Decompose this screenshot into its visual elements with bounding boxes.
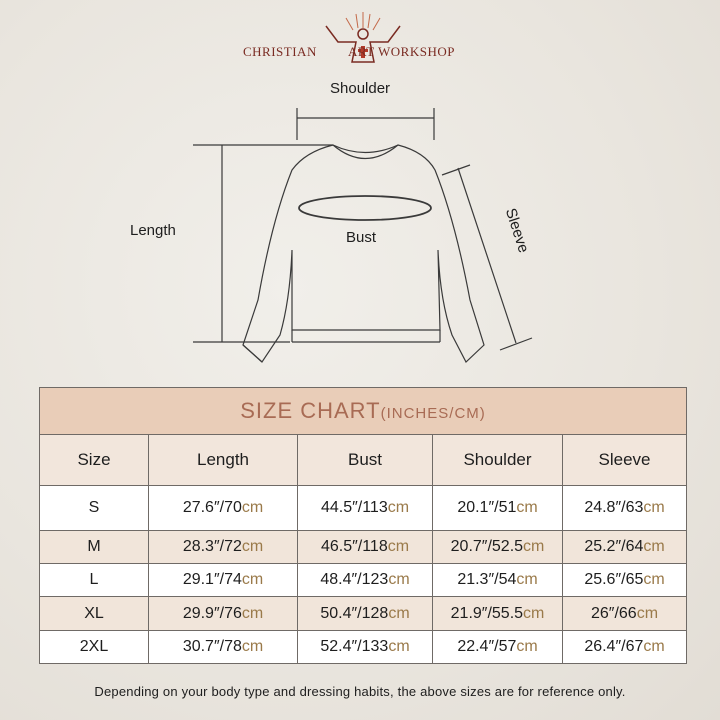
size-cell: L: [39, 563, 149, 597]
size-chart-title: SIZE CHART(INCHES/CM): [39, 387, 687, 435]
measurement-cell: 44.5″/113cm: [297, 485, 433, 531]
measurement-cell: 50.4″/128cm: [297, 596, 433, 631]
shoulder-label: Shoulder: [330, 80, 391, 97]
measurement-cell: 21.9″/55.5cm: [432, 596, 563, 631]
measurement-cell: 29.9″/76cm: [148, 596, 298, 631]
measurement-cell: 20.7″/52.5cm: [432, 530, 563, 564]
table-header-row: Size Length Bust Shoulder Sleeve: [39, 434, 687, 486]
table-row: L 29.1″/74cm 48.4″/123cm 21.3″/54cm 25.6″/65…: [39, 563, 687, 597]
sweater-outline: [242, 144, 485, 363]
measurement-cell: 28.3″/72cm: [148, 530, 298, 564]
table-row: XL 29.9″/76cm 50.4″/128cm 21.9″/55.5cm 26″/6…: [39, 596, 687, 631]
bust-measure-line: [298, 195, 432, 221]
sleeve-measure-line: [457, 167, 517, 344]
measurement-cell: 21.3″/54cm: [432, 563, 563, 597]
brand-right: ART WORKSHOP: [348, 44, 455, 59]
measurement-cell: 25.6″/65cm: [562, 563, 687, 597]
measurement-cell: 26″/66cm: [562, 596, 687, 631]
size-cell: S: [39, 485, 149, 531]
header-size: Size: [39, 434, 149, 486]
measurement-cell: 27.6″/70cm: [148, 485, 298, 531]
table-row: M 28.3″/72cm 46.5″/118cm 20.7″/52.5cm 25.2″/…: [39, 530, 687, 564]
measurement-cell: 24.8″/63cm: [562, 485, 687, 531]
sweater-diagram: [193, 108, 533, 363]
header-length: Length: [148, 434, 298, 486]
header-bust: Bust: [297, 434, 433, 486]
measurement-cell: 29.1″/74cm: [148, 563, 298, 597]
length-label: Length: [130, 222, 176, 239]
header-sleeve: Sleeve: [562, 434, 687, 486]
measurement-cell: 25.2″/64cm: [562, 530, 687, 564]
measurement-cell: 26.4″/67cm: [562, 630, 687, 664]
header-shoulder: Shoulder: [432, 434, 563, 486]
size-cell: M: [39, 530, 149, 564]
size-chart-table: SIZE CHART(INCHES/CM) Size Length Bust S…: [39, 387, 687, 664]
bust-label: Bust: [346, 229, 377, 246]
measurement-cell: 30.7″/78cm: [148, 630, 298, 664]
reference-note: Depending on your body type and dressing…: [94, 684, 626, 699]
brand-logo-icon: [325, 12, 401, 63]
table-row: 2XL 30.7″/78cm 52.4″/133cm 22.4″/57cm 26.4″/…: [39, 630, 687, 664]
measurement-cell: 22.4″/57cm: [432, 630, 563, 664]
brand-left: CHRISTIAN: [243, 44, 317, 59]
size-cell: 2XL: [39, 630, 149, 664]
measurement-cell: 48.4″/123cm: [297, 563, 433, 597]
measurement-cell: 20.1″/51cm: [432, 485, 563, 531]
size-cell: XL: [39, 596, 149, 631]
measurement-cell: 46.5″/118cm: [297, 530, 433, 564]
measurement-cell: 52.4″/133cm: [297, 630, 433, 664]
table-row: S 27.6″/70cm 44.5″/113cm 20.1″/51cm 24.8″/63…: [39, 485, 687, 531]
